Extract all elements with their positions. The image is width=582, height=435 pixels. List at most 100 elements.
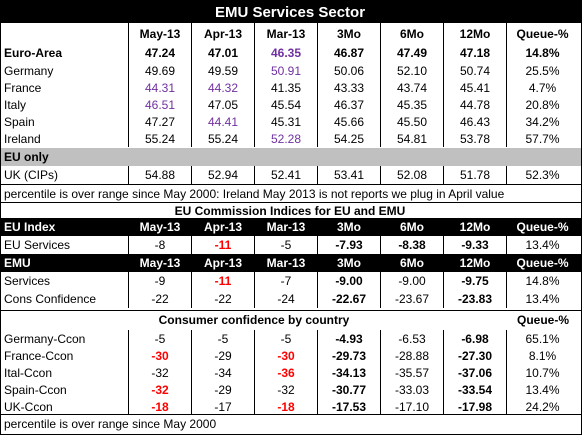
table-cell: -32 [128, 364, 191, 381]
table-cell: May-13 [128, 218, 191, 236]
eu-services-row: EU Services -8 -11 -5 -7.93 -8.38 -9.33 13.4% [1, 236, 581, 254]
table-cell: -22 [191, 290, 254, 308]
table-cell: 53.78 [443, 130, 506, 147]
table-cell: -29.73 [317, 347, 380, 364]
note-row-1: percentile is over range since May 2000:… [1, 184, 581, 203]
row-label: EU Index [4, 220, 56, 234]
table-row: Germany-Ccon -5 -5 -5 -4.93 -6.53 -6.98 65.1% [1, 330, 581, 347]
table-cell: 12Mo [443, 23, 506, 44]
table-cell: -5 [254, 236, 317, 254]
table-cell: 47.05 [191, 96, 254, 113]
table-cell: 47.27 [128, 113, 191, 130]
table-cell: -24 [254, 290, 317, 308]
table-cell: 52.08 [380, 166, 443, 184]
table-cell: -33.54 [443, 381, 506, 398]
eu-only-label: EU only [4, 150, 49, 164]
row-label: Euro-Area [4, 46, 63, 60]
table-cell: -17.98 [443, 398, 506, 415]
table-cell: 20.8% [506, 96, 578, 113]
table-cell: -34.13 [317, 364, 380, 381]
table-cell: 51.78 [443, 166, 506, 184]
table-cell: 6Mo [380, 254, 443, 272]
row-label: Spain-Ccon [4, 382, 67, 397]
table-cell: 53.41 [317, 166, 380, 184]
table-cell: 52.10 [380, 62, 443, 79]
row-label: EMU [4, 256, 31, 270]
table-cell: 34.2% [506, 113, 578, 130]
table-cell: 3Mo [317, 23, 380, 44]
table-cell: 25.5% [506, 62, 578, 79]
table-cell: -28.88 [380, 347, 443, 364]
table-cell: -18 [128, 398, 191, 415]
note-row-2: percentile is over range since May 2000 [1, 414, 581, 433]
table-cell: -6.53 [380, 330, 443, 347]
table-cell: -37.06 [443, 364, 506, 381]
table-cell: 55.24 [191, 130, 254, 147]
table-cell: -33.03 [380, 381, 443, 398]
section3-title-row: Consumer confidence by country Queue-% [1, 310, 581, 329]
uk-row: UK (CIPs) 54.88 52.94 52.41 53.41 52.08 51.78 5… [1, 166, 581, 184]
eu-index-header-row: EU Index May-13 Apr-13 Mar-13 3Mo 6Mo 12Mo Queu… [1, 218, 581, 236]
table-cell: -9.00 [380, 272, 443, 290]
table-row: Spain-Ccon -32 -29 -32 -30.77 -33.03 -33.54 13.… [1, 381, 581, 398]
table-cell: May-13 [128, 254, 191, 272]
table-cell: 50.91 [254, 62, 317, 79]
table-cell: 54.81 [380, 130, 443, 147]
section2-title-row: EU Commission Indices for EU and EMU [1, 202, 581, 219]
table-cell: Queue-% [506, 23, 578, 44]
table-cell: Mar-13 [254, 254, 317, 272]
table-title-row: EMU Services Sector [1, 1, 581, 23]
table-cell: 44.78 [443, 96, 506, 113]
table-cell: -23.67 [380, 290, 443, 308]
table-cell: 46.37 [317, 96, 380, 113]
table-row: Germany 49.69 49.59 50.91 50.06 52.10 50.74 25.… [1, 62, 581, 79]
table-cell: -8 [128, 236, 191, 254]
table-cell: -17 [191, 398, 254, 415]
table-cell: 45.31 [254, 113, 317, 130]
table-cell: May-13 [128, 23, 191, 44]
table-cell: -34 [191, 364, 254, 381]
table-cell: -7.93 [317, 236, 380, 254]
table-cell: -17.53 [317, 398, 380, 415]
table-cell: 44.41 [191, 113, 254, 130]
table-row: UK-Ccon -18 -17 -18 -17.53 -17.10 -17.98 24.2% [1, 398, 581, 415]
table-cell: 12Mo [443, 218, 506, 236]
section3-title: Consumer confidence by country [158, 313, 350, 327]
row-label: UK-Ccon [4, 399, 53, 414]
table-cell: 3Mo [317, 254, 380, 272]
table-cell: -32 [254, 381, 317, 398]
row-label: UK (CIPs) [4, 168, 58, 182]
table-cell: -30 [128, 347, 191, 364]
table-cell: -30 [254, 347, 317, 364]
table-row: Ireland 55.24 55.24 52.28 54.25 54.81 53.78 57.… [1, 130, 581, 147]
table-cell: Apr-13 [191, 23, 254, 44]
table-cell: 47.49 [380, 44, 443, 62]
table-cell: 24.2% [506, 398, 578, 415]
table-cell: -9.00 [317, 272, 380, 290]
table-row: Spain 47.27 44.41 45.31 45.66 45.50 46.43 34.2% [1, 113, 581, 130]
table-cell: 45.35 [380, 96, 443, 113]
row-label: France [4, 80, 42, 95]
table-cell: 6Mo [380, 23, 443, 44]
table-row: Italy 46.51 47.05 45.54 46.37 45.35 44.78 20.8% [1, 96, 581, 113]
table-cell: -32 [128, 381, 191, 398]
eu-only-row: EU only [1, 148, 581, 166]
row-label: EU Services [4, 238, 71, 252]
table-cell: -27.30 [443, 347, 506, 364]
table-row: Ital-Ccon -32 -34 -36 -34.13 -35.57 -37.06 10.7… [1, 364, 581, 381]
table-cell: 52.41 [254, 166, 317, 184]
table-cell: -30.77 [317, 381, 380, 398]
table-cell: 50.06 [317, 62, 380, 79]
table-cell: Queue-% [506, 218, 578, 236]
table-cell: 47.24 [128, 44, 191, 62]
note-text-2: percentile is over range since May 2000 [4, 417, 217, 431]
section3-queue-label: Queue-% [516, 313, 569, 327]
table-cell: -7 [254, 272, 317, 290]
table-cell: 65.1% [506, 330, 578, 347]
table-cell: -35.57 [380, 364, 443, 381]
table-cell: 14.8% [506, 44, 578, 62]
table-cell: Queue-% [506, 254, 578, 272]
table-cell: 6Mo [380, 218, 443, 236]
table-cell: 46.87 [317, 44, 380, 62]
table-cell: -9.75 [443, 272, 506, 290]
